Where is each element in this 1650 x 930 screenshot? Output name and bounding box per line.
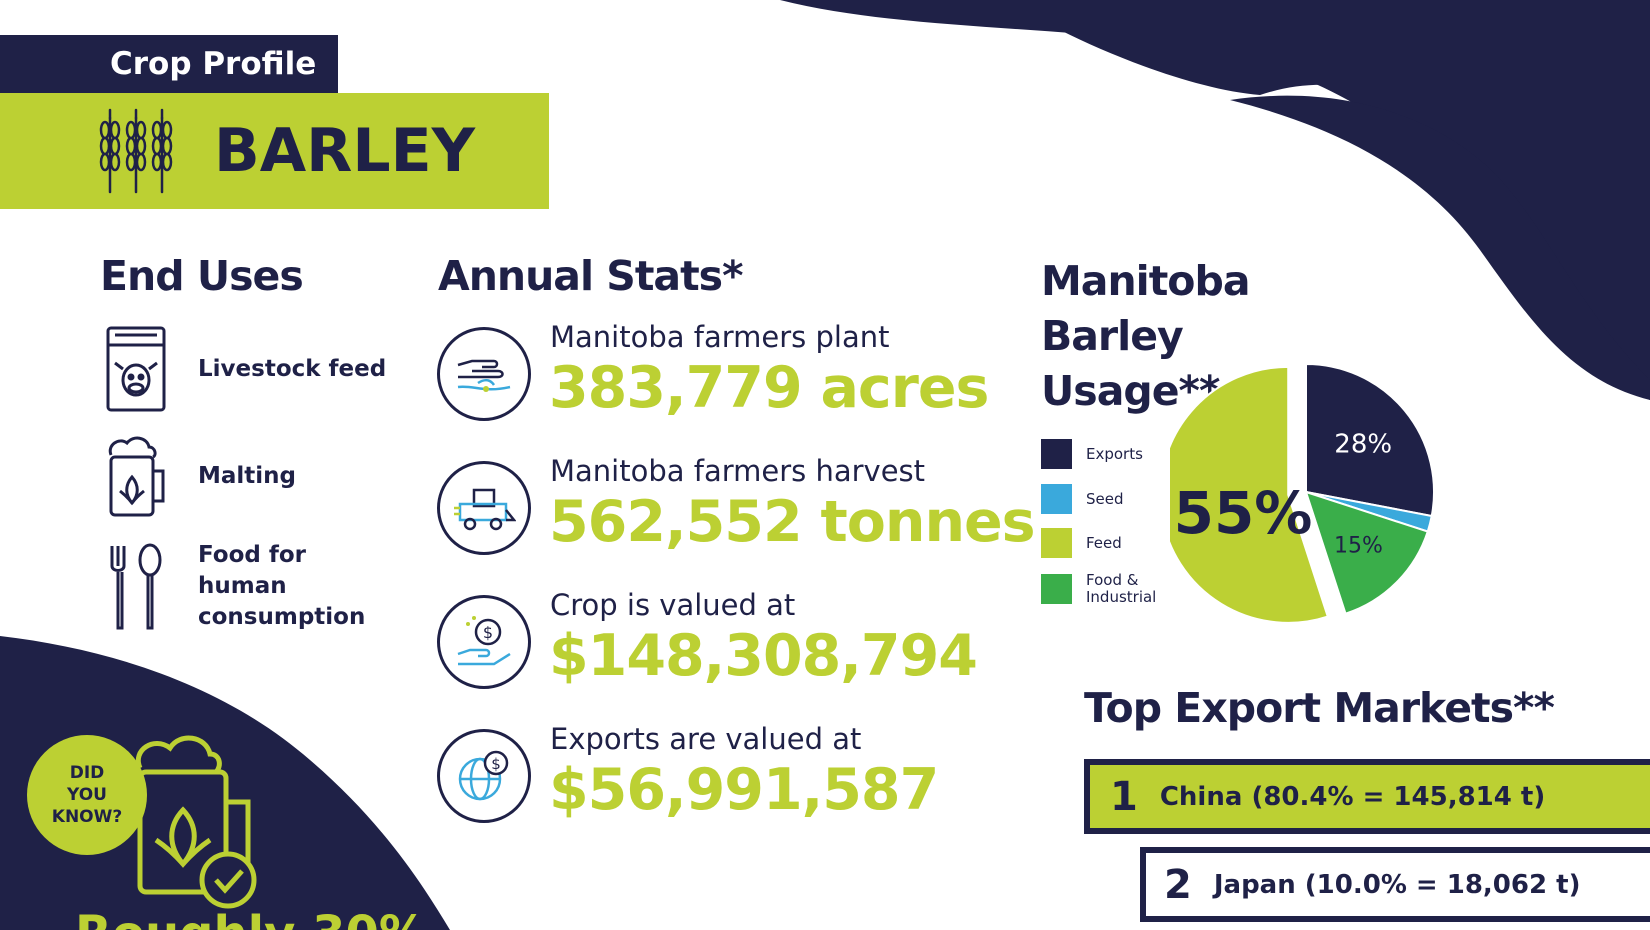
wheat-icon bbox=[99, 108, 173, 194]
stat-caption: Exports are valued at bbox=[550, 722, 862, 756]
end-uses-heading: End Uses bbox=[100, 252, 304, 300]
planting-hand-icon bbox=[437, 327, 531, 421]
legend-label: Food & Industrial bbox=[1086, 571, 1157, 606]
pie-label-food-industrial: 15% bbox=[1334, 533, 1383, 558]
end-use-livestock: Livestock feed bbox=[103, 324, 398, 414]
beer-mug-icon bbox=[103, 431, 169, 521]
legend-item: Exports bbox=[1041, 439, 1186, 469]
export-row-2: 2 Japan (10.0% = 18,062 t) bbox=[1140, 847, 1650, 922]
usage-heading-line: Manitoba bbox=[1041, 257, 1250, 305]
usage-heading-line: Barley bbox=[1041, 312, 1184, 360]
combine-harvester-icon bbox=[437, 461, 531, 555]
legend-label: Exports bbox=[1086, 444, 1143, 463]
end-use-food: Food for human consumption bbox=[103, 540, 398, 633]
end-use-label: Livestock feed bbox=[198, 355, 387, 382]
stat-value: 562,552 tonnes bbox=[549, 489, 1036, 555]
pie-label-exports: 28% bbox=[1334, 430, 1392, 460]
pie-slice-exports bbox=[1305, 362, 1435, 518]
end-use-label: Food for human consumption bbox=[198, 542, 366, 630]
beer-mug-check-icon bbox=[135, 735, 257, 909]
legend-item: Seed bbox=[1041, 484, 1186, 514]
title-banner: BARLEY bbox=[0, 93, 549, 209]
export-markets-heading: Top Export Markets** bbox=[1084, 684, 1555, 732]
did-you-know-text: DID YOU KNOW? bbox=[51, 763, 123, 827]
export-rank: 2 bbox=[1164, 861, 1192, 908]
legend-swatch bbox=[1041, 484, 1072, 514]
money-hand-icon: $ bbox=[437, 595, 531, 689]
crop-profile-tag: Crop Profile bbox=[0, 35, 338, 93]
usage-heading-line: Usage** bbox=[1041, 367, 1220, 415]
pie-label-feed: 55% bbox=[1174, 479, 1313, 547]
legend-item: Food & Industrial bbox=[1041, 572, 1166, 606]
export-row-1: 1 China (80.4% = 145,814 t) bbox=[1084, 759, 1650, 834]
feed-bag-icon bbox=[103, 324, 169, 414]
did-you-know-fact: Roughly 30% bbox=[75, 906, 427, 930]
legend-swatch bbox=[1041, 574, 1072, 604]
globe-dollar-icon: $ bbox=[437, 729, 531, 823]
usage-pie-chart: 28% 15% 55% bbox=[1170, 362, 1435, 624]
annual-stats-heading: Annual Stats* bbox=[438, 252, 744, 300]
fork-spoon-icon bbox=[103, 542, 169, 632]
legend-label: Feed bbox=[1086, 533, 1122, 552]
did-you-know-badge: DID YOU KNOW? bbox=[27, 735, 147, 855]
export-label: Japan (10.0% = 18,062 t) bbox=[1213, 869, 1581, 900]
end-use-label: Malting bbox=[198, 462, 297, 489]
export-rank: 1 bbox=[1110, 773, 1138, 820]
stat-caption: Crop is valued at bbox=[550, 588, 796, 622]
usage-heading: Manitoba Barley Usage** bbox=[1041, 254, 1250, 419]
stat-caption: Manitoba farmers plant bbox=[550, 320, 890, 354]
stat-value: $148,308,794 bbox=[549, 623, 978, 689]
end-use-malting: Malting bbox=[103, 431, 398, 521]
export-label: China (80.4% = 145,814 t) bbox=[1159, 781, 1546, 812]
legend-swatch bbox=[1041, 528, 1072, 558]
svg-text:$: $ bbox=[483, 623, 493, 642]
legend-swatch bbox=[1041, 439, 1072, 469]
svg-text:$: $ bbox=[491, 755, 501, 773]
page-title: BARLEY bbox=[214, 116, 476, 186]
pie-slice-feed bbox=[1170, 365, 1330, 624]
stat-caption: Manitoba farmers harvest bbox=[550, 454, 926, 488]
stat-value: $56,991,587 bbox=[549, 757, 939, 823]
pie-slice-food-industrial bbox=[1304, 490, 1429, 615]
legend-label: Seed bbox=[1086, 489, 1124, 508]
legend-item: Feed bbox=[1041, 528, 1186, 558]
stat-value: 383,779 acres bbox=[549, 355, 989, 421]
